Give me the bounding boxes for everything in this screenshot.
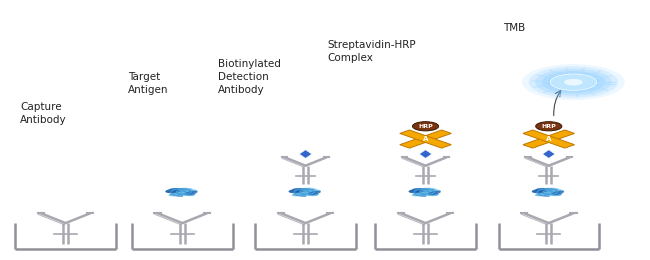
Ellipse shape [289, 188, 307, 193]
Text: Capture
Antibody: Capture Antibody [20, 102, 67, 125]
Ellipse shape [543, 188, 559, 191]
Ellipse shape [528, 66, 618, 98]
Ellipse shape [532, 188, 550, 193]
Ellipse shape [303, 189, 321, 193]
Polygon shape [400, 130, 451, 148]
Ellipse shape [411, 192, 432, 196]
Ellipse shape [292, 192, 311, 196]
Ellipse shape [165, 188, 184, 193]
Ellipse shape [541, 71, 605, 93]
Text: Streptavidin-HRP
Complex: Streptavidin-HRP Complex [327, 40, 415, 63]
Ellipse shape [169, 188, 196, 196]
Polygon shape [523, 130, 575, 148]
Ellipse shape [168, 192, 188, 196]
Polygon shape [419, 150, 432, 158]
Ellipse shape [413, 122, 439, 131]
Ellipse shape [413, 188, 439, 196]
Text: Biotinylated
Detection
Antibody: Biotinylated Detection Antibody [218, 60, 281, 95]
Text: HRP: HRP [418, 124, 433, 129]
Ellipse shape [180, 189, 198, 193]
Text: A: A [423, 136, 428, 142]
Ellipse shape [292, 188, 318, 196]
Ellipse shape [546, 189, 564, 193]
Ellipse shape [177, 188, 192, 191]
Ellipse shape [421, 188, 436, 191]
Ellipse shape [409, 190, 422, 193]
Ellipse shape [535, 69, 612, 96]
Ellipse shape [423, 189, 441, 193]
Polygon shape [299, 150, 312, 158]
Ellipse shape [309, 191, 321, 195]
Ellipse shape [548, 73, 599, 91]
Ellipse shape [550, 74, 597, 90]
Ellipse shape [536, 188, 562, 196]
Ellipse shape [428, 191, 441, 195]
Polygon shape [523, 130, 575, 148]
Ellipse shape [300, 188, 316, 191]
Text: HRP: HRP [541, 124, 556, 129]
Polygon shape [542, 150, 555, 158]
Ellipse shape [409, 188, 427, 193]
Ellipse shape [289, 190, 302, 193]
Ellipse shape [552, 191, 564, 195]
Ellipse shape [564, 79, 583, 86]
Ellipse shape [536, 122, 562, 131]
Ellipse shape [166, 190, 178, 193]
Text: TMB: TMB [503, 23, 526, 33]
Text: A: A [546, 136, 551, 142]
Polygon shape [400, 130, 451, 148]
Ellipse shape [185, 191, 198, 195]
Ellipse shape [522, 64, 625, 100]
Text: Target
Antigen: Target Antigen [128, 72, 168, 95]
Ellipse shape [532, 190, 545, 193]
Ellipse shape [535, 192, 555, 196]
